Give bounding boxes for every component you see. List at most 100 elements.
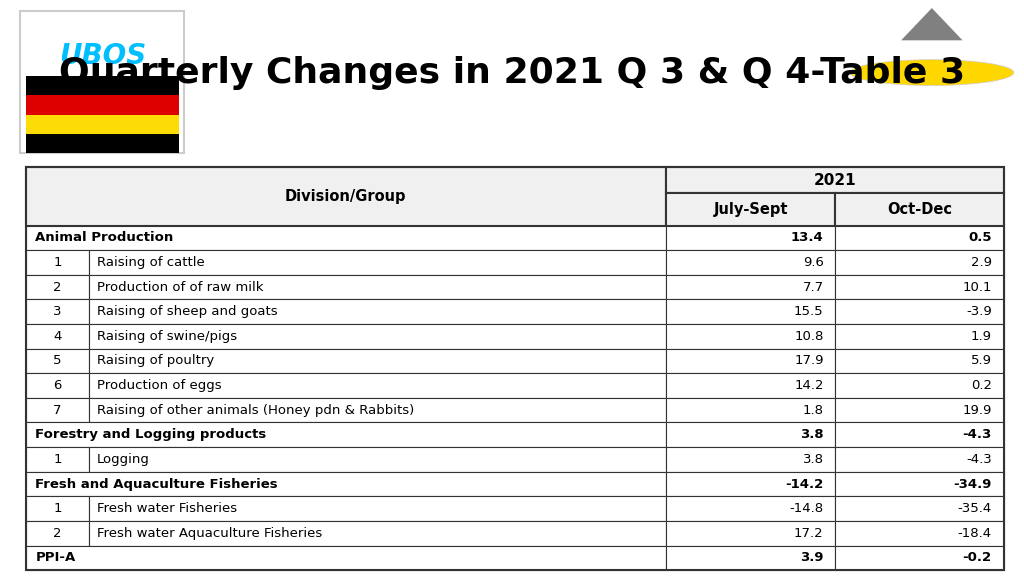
Bar xyxy=(26,545,667,570)
Bar xyxy=(836,275,1004,300)
Text: 10.8: 10.8 xyxy=(795,330,823,343)
Bar xyxy=(26,324,89,348)
Bar xyxy=(26,373,89,398)
Text: Production of eggs: Production of eggs xyxy=(97,379,221,392)
Bar xyxy=(667,167,1004,194)
Bar xyxy=(89,250,667,275)
Text: PPI-A: PPI-A xyxy=(36,551,76,564)
Text: -0.2: -0.2 xyxy=(963,551,992,564)
Bar xyxy=(26,76,179,95)
Bar xyxy=(836,324,1004,348)
Text: 3: 3 xyxy=(53,305,61,318)
Text: Animal Production: Animal Production xyxy=(36,232,174,244)
Text: 7.7: 7.7 xyxy=(803,281,823,294)
Text: 2.9: 2.9 xyxy=(971,256,992,269)
Bar xyxy=(89,324,667,348)
Text: Fresh and Aquaculture Fisheries: Fresh and Aquaculture Fisheries xyxy=(36,478,278,491)
Bar xyxy=(836,545,1004,570)
Bar xyxy=(667,545,836,570)
Text: Fresh water Aquaculture Fisheries: Fresh water Aquaculture Fisheries xyxy=(97,527,323,540)
Text: Division/Group: Division/Group xyxy=(285,189,407,204)
Bar xyxy=(667,373,836,398)
Bar xyxy=(89,521,667,545)
Bar xyxy=(667,275,836,300)
Bar xyxy=(89,373,667,398)
Bar xyxy=(667,300,836,324)
Text: Production of of raw milk: Production of of raw milk xyxy=(97,281,263,294)
Bar xyxy=(860,12,1004,153)
Text: Logging: Logging xyxy=(97,453,150,466)
Text: -34.9: -34.9 xyxy=(953,478,992,491)
Text: 15.5: 15.5 xyxy=(794,305,823,318)
Text: -18.4: -18.4 xyxy=(957,527,992,540)
Text: -3.9: -3.9 xyxy=(966,305,992,318)
Text: -14.2: -14.2 xyxy=(785,478,823,491)
Bar xyxy=(836,423,1004,447)
Bar xyxy=(26,472,667,497)
Text: -4.3: -4.3 xyxy=(966,453,992,466)
Text: 6: 6 xyxy=(53,379,61,392)
Bar xyxy=(26,423,667,447)
Text: 1: 1 xyxy=(53,453,61,466)
Text: Forestry and Logging products: Forestry and Logging products xyxy=(36,429,266,441)
Text: 2021: 2021 xyxy=(813,173,856,188)
Bar xyxy=(667,521,836,545)
Text: 13.4: 13.4 xyxy=(791,232,823,244)
Text: 1.9: 1.9 xyxy=(971,330,992,343)
Text: Raising of poultry: Raising of poultry xyxy=(97,354,214,367)
Bar xyxy=(836,521,1004,545)
Bar xyxy=(26,497,89,521)
Text: Oct-Dec: Oct-Dec xyxy=(887,202,952,217)
Text: Fresh water Fisheries: Fresh water Fisheries xyxy=(97,502,238,515)
Bar xyxy=(667,324,836,348)
Bar xyxy=(667,423,836,447)
Text: 0.5: 0.5 xyxy=(969,232,992,244)
Text: 2: 2 xyxy=(53,527,61,540)
Bar xyxy=(667,226,836,250)
Text: 19.9: 19.9 xyxy=(963,404,992,416)
Bar xyxy=(26,348,89,373)
Text: 3.9: 3.9 xyxy=(800,551,823,564)
Text: -4.3: -4.3 xyxy=(963,429,992,441)
Bar xyxy=(836,348,1004,373)
Bar xyxy=(836,300,1004,324)
Bar xyxy=(667,472,836,497)
Bar xyxy=(667,250,836,275)
Text: 1: 1 xyxy=(53,502,61,515)
Text: Quarterly Changes in 2021 Q 3 & Q 4-Table 3: Quarterly Changes in 2021 Q 3 & Q 4-Tabl… xyxy=(59,55,965,90)
Text: 2: 2 xyxy=(53,281,61,294)
Bar xyxy=(836,373,1004,398)
Bar xyxy=(89,275,667,300)
Bar xyxy=(836,447,1004,472)
Text: 4: 4 xyxy=(53,330,61,343)
Bar xyxy=(89,348,667,373)
Text: 17.2: 17.2 xyxy=(794,527,823,540)
Bar xyxy=(26,300,89,324)
Bar xyxy=(836,472,1004,497)
Text: 10.1: 10.1 xyxy=(963,281,992,294)
Text: 9.6: 9.6 xyxy=(803,256,823,269)
Bar xyxy=(26,521,89,545)
Bar xyxy=(26,167,667,226)
Circle shape xyxy=(850,60,1014,85)
Bar xyxy=(836,497,1004,521)
Bar xyxy=(26,95,179,115)
Bar xyxy=(667,348,836,373)
Bar xyxy=(26,115,179,134)
Text: 5.9: 5.9 xyxy=(971,354,992,367)
Text: 17.9: 17.9 xyxy=(794,354,823,367)
Text: -14.8: -14.8 xyxy=(790,502,823,515)
Polygon shape xyxy=(901,8,963,40)
Text: 3.8: 3.8 xyxy=(803,453,823,466)
Bar xyxy=(89,398,667,423)
Bar xyxy=(667,497,836,521)
Bar xyxy=(26,226,667,250)
Text: 0.2: 0.2 xyxy=(971,379,992,392)
Bar xyxy=(26,398,89,423)
Bar xyxy=(26,250,89,275)
Text: 1.8: 1.8 xyxy=(803,404,823,416)
Text: 3.8: 3.8 xyxy=(800,429,823,441)
Bar xyxy=(20,12,184,153)
Bar xyxy=(89,300,667,324)
Bar xyxy=(667,194,836,226)
